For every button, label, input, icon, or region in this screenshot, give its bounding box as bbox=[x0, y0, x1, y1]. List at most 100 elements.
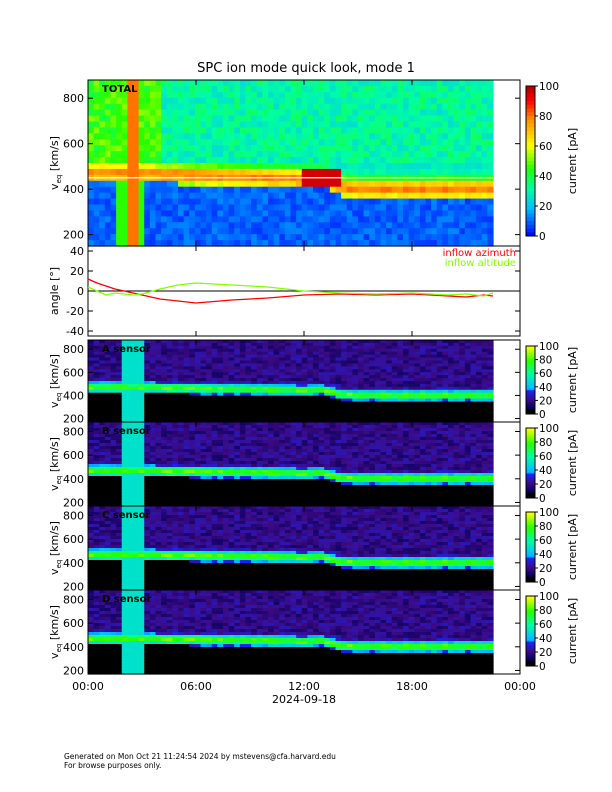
heatmap-cell bbox=[234, 228, 241, 235]
heatmap-cell bbox=[386, 345, 393, 350]
heatmap-cell bbox=[318, 342, 325, 347]
heatmap-cell bbox=[453, 216, 460, 223]
heatmap-cell bbox=[307, 398, 314, 403]
heatmap-cell bbox=[425, 109, 432, 117]
heatmap-cell bbox=[217, 115, 224, 123]
heatmap-cell bbox=[464, 133, 472, 140]
heatmap-cell bbox=[414, 363, 421, 367]
heatmap-cell bbox=[313, 345, 320, 350]
heatmap-cell bbox=[239, 121, 247, 129]
heatmap-cell bbox=[414, 121, 421, 129]
heatmap-cell bbox=[386, 163, 393, 170]
heatmap-cell bbox=[386, 192, 393, 200]
heatmap-cell bbox=[166, 372, 173, 376]
heatmap-cell bbox=[104, 348, 112, 353]
heatmap-cell bbox=[133, 80, 140, 87]
heatmap-cell bbox=[144, 503, 151, 507]
heatmap-cell bbox=[245, 419, 252, 423]
heatmap-cell bbox=[183, 210, 190, 217]
heatmap-cell bbox=[228, 168, 235, 176]
heatmap-cell bbox=[391, 91, 398, 99]
heatmap-cell bbox=[228, 381, 235, 385]
heatmap-cell bbox=[99, 473, 106, 477]
heatmap-cell bbox=[133, 428, 140, 432]
heatmap-cell bbox=[419, 342, 427, 347]
heatmap-cell bbox=[301, 103, 308, 111]
heatmap-cell bbox=[161, 404, 168, 408]
heatmap-cell bbox=[464, 240, 472, 247]
heatmap-cell bbox=[161, 488, 168, 492]
heatmap-cell bbox=[189, 404, 196, 408]
heatmap-cell bbox=[88, 121, 95, 129]
heatmap-cell bbox=[110, 395, 117, 400]
heatmap-cell bbox=[245, 369, 252, 373]
sensor-1-colorbar-swatch bbox=[526, 388, 535, 391]
heatmap-cell bbox=[374, 401, 382, 406]
heatmap-cell bbox=[166, 449, 173, 453]
heatmap-cell bbox=[448, 366, 455, 370]
sensor-1-ytick-label: 400 bbox=[63, 389, 84, 402]
heatmap-cell bbox=[223, 369, 230, 373]
heatmap-cell bbox=[290, 115, 297, 123]
heatmap-cell bbox=[178, 497, 185, 501]
heatmap-cell bbox=[324, 121, 331, 129]
sensor-1-colorbar-swatch bbox=[526, 386, 535, 389]
heatmap-cell bbox=[358, 345, 365, 350]
angle-ytick-label: 0 bbox=[77, 285, 84, 298]
heatmap-cell bbox=[386, 395, 393, 400]
heatmap-cell bbox=[93, 198, 100, 206]
heatmap-cell bbox=[200, 443, 207, 447]
heatmap-cell bbox=[442, 342, 449, 347]
heatmap-cell bbox=[166, 503, 173, 507]
heatmap-cell bbox=[206, 85, 213, 93]
heatmap-cell bbox=[104, 121, 112, 129]
heatmap-cell bbox=[374, 139, 382, 146]
heatmap-cell bbox=[183, 458, 190, 462]
heatmap-cell bbox=[374, 198, 382, 206]
heatmap-cell bbox=[369, 91, 376, 99]
heatmap-cell bbox=[200, 389, 207, 394]
heatmap-cell bbox=[138, 348, 145, 353]
heatmap-cell bbox=[419, 180, 427, 188]
heatmap-cell bbox=[380, 357, 387, 362]
heatmap-cell bbox=[358, 357, 365, 362]
heatmap-cell bbox=[104, 180, 112, 188]
heatmap-cell bbox=[408, 168, 415, 176]
heatmap-cell bbox=[155, 348, 162, 353]
heatmap-cell bbox=[228, 479, 235, 483]
heatmap-cell bbox=[200, 210, 207, 217]
heatmap-cell bbox=[425, 398, 432, 403]
heatmap-cell bbox=[133, 366, 140, 370]
heatmap-cell bbox=[425, 151, 432, 158]
heatmap-cell bbox=[217, 163, 224, 170]
heatmap-cell bbox=[211, 452, 218, 456]
heatmap-cell bbox=[464, 192, 472, 200]
heatmap-cell bbox=[206, 446, 213, 450]
heatmap-cell bbox=[481, 378, 488, 382]
heatmap-cell bbox=[127, 369, 134, 373]
heatmap-cell bbox=[262, 354, 269, 359]
heatmap-cell bbox=[436, 198, 443, 206]
heatmap-cell bbox=[93, 204, 100, 212]
sensor-1-colorbar-tick-label: 60 bbox=[539, 368, 552, 380]
heatmap-cell bbox=[301, 398, 308, 403]
heatmap-cell bbox=[206, 228, 213, 235]
chart-title: SPC ion mode quick look, mode 1 bbox=[197, 61, 415, 76]
heatmap-cell bbox=[138, 357, 145, 362]
heatmap-cell bbox=[234, 497, 241, 501]
heatmap-cell bbox=[279, 354, 286, 359]
heatmap-cell bbox=[380, 401, 387, 406]
heatmap-cell bbox=[369, 97, 376, 105]
heatmap-cell bbox=[183, 389, 190, 394]
heatmap-cell bbox=[234, 121, 241, 129]
heatmap-cell bbox=[200, 482, 207, 486]
heatmap-cell bbox=[341, 342, 348, 347]
heatmap-cell bbox=[155, 461, 162, 465]
heatmap-cell bbox=[290, 97, 297, 105]
heatmap-cell bbox=[414, 186, 421, 194]
heatmap-cell bbox=[391, 97, 398, 105]
heatmap-cell bbox=[206, 366, 213, 370]
heatmap-cell bbox=[172, 386, 179, 391]
heatmap-cell bbox=[487, 121, 494, 129]
heatmap-cell bbox=[194, 482, 202, 486]
